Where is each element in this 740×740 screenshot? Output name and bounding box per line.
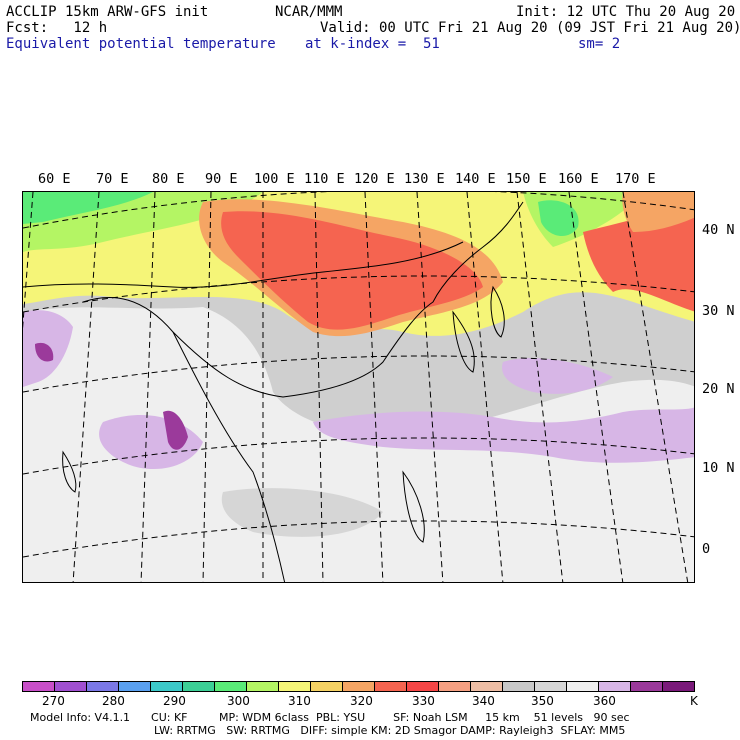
lat-label: 40 N — [702, 222, 735, 238]
colorbar-swatch — [567, 682, 599, 691]
lon-label: 160 E — [558, 171, 599, 187]
lon-label: 70 E — [96, 171, 129, 187]
colorbar-swatch — [407, 682, 439, 691]
colorbar-swatch — [87, 682, 119, 691]
init-time: Init: 12 UTC Thu 20 Aug 20 — [516, 4, 736, 20]
lat-label: 0 — [702, 541, 711, 557]
colorbar-tick-label: 350 — [531, 694, 554, 708]
lon-label: 130 E — [404, 171, 445, 187]
colorbar-swatch — [183, 682, 215, 691]
valid-time: Valid: 00 UTC Fri 21 Aug 20 (09 JST Fri … — [320, 20, 740, 36]
colorbar-swatch — [311, 682, 343, 691]
colorbar-swatch — [215, 682, 247, 691]
colorbar-tick-label: 270 — [42, 694, 65, 708]
model-info-line-2: LW: RRTMG SW: RRTMG DIFF: simple KM: 2D … — [154, 724, 626, 737]
theta-e-field — [23, 192, 694, 582]
colorbar-tick-label: 330 — [412, 694, 435, 708]
colorbar-swatch — [375, 682, 407, 691]
colorbar — [22, 681, 695, 692]
lon-label: 110 E — [304, 171, 345, 187]
colorbar-swatch — [119, 682, 151, 691]
colorbar-tick-label: 320 — [350, 694, 373, 708]
colorbar-tick-label: 310 — [288, 694, 311, 708]
colorbar-swatch — [343, 682, 375, 691]
lat-label: 10 N — [702, 460, 735, 476]
lon-label: 60 E — [38, 171, 71, 187]
colorbar-swatch — [23, 682, 55, 691]
smoothing-label: sm= 2 — [578, 36, 621, 52]
colorbar-swatch — [503, 682, 535, 691]
model-info-line-1: Model Info: V4.1.1 CU: KF MP: WDM 6class… — [30, 711, 630, 724]
colorbar-tick-label: 290 — [163, 694, 186, 708]
lon-label: 90 E — [205, 171, 238, 187]
lat-label: 20 N — [702, 381, 735, 397]
map-panel — [22, 191, 695, 583]
lon-label: 150 E — [506, 171, 547, 187]
colorbar-swatch — [631, 682, 663, 691]
colorbar-tick-label: 340 — [472, 694, 495, 708]
level-label: at k-index = 51 — [305, 36, 440, 52]
colorbar-tick-label: 280 — [102, 694, 125, 708]
colorbar-tick-label: 360 — [593, 694, 616, 708]
lon-label: 80 E — [152, 171, 185, 187]
colorbar-swatch — [439, 682, 471, 691]
lon-label: 170 E — [615, 171, 656, 187]
lon-label: 140 E — [455, 171, 496, 187]
colorbar-swatch — [247, 682, 279, 691]
colorbar-swatch — [55, 682, 87, 691]
colorbar-swatch — [279, 682, 311, 691]
lat-label: 30 N — [702, 303, 735, 319]
lon-label: 100 E — [254, 171, 295, 187]
colorbar-swatch — [535, 682, 567, 691]
field-name: Equivalent potential temperature — [6, 36, 276, 52]
colorbar-swatch — [599, 682, 631, 691]
colorbar-tick-label: 300 — [227, 694, 250, 708]
model-title: ACCLIP 15km ARW-GFS init — [6, 4, 209, 20]
lon-label: 120 E — [354, 171, 395, 187]
colorbar-swatch — [471, 682, 503, 691]
colorbar-swatch — [151, 682, 183, 691]
org-label: NCAR/MMM — [275, 4, 343, 20]
colorbar-swatch — [663, 682, 694, 691]
forecast-hour: Fcst: 12 h — [6, 20, 108, 36]
colorbar-unit: K — [690, 694, 698, 708]
